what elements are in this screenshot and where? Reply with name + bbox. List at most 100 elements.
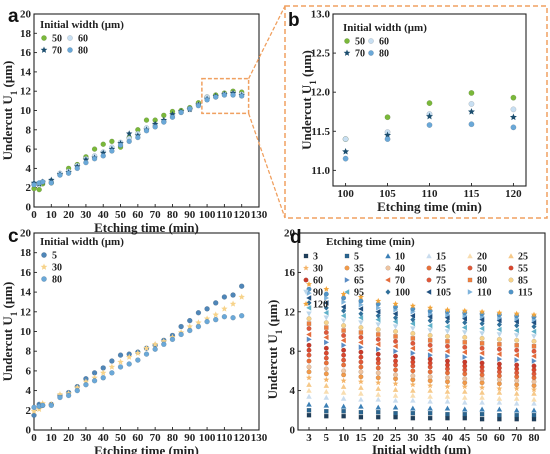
y-axis-label-subscript: 1: [274, 329, 284, 334]
data-point: [531, 396, 537, 402]
data-point: [342, 136, 349, 142]
data-point: [358, 403, 364, 409]
y-axis-label-unit: (μm): [0, 282, 15, 312]
data-point: [340, 389, 347, 395]
data-point: [410, 312, 416, 319]
data-point: [410, 410, 416, 416]
legend-marker: [67, 35, 73, 41]
x-tick-label: 70: [150, 432, 162, 444]
data-point: [341, 299, 347, 305]
data-point: [306, 336, 312, 343]
data-point: [531, 407, 537, 413]
data-point: [340, 383, 347, 389]
data-point: [375, 351, 381, 357]
data-point: [444, 343, 450, 349]
legend-marker: [344, 277, 350, 283]
y-tick-label: 2: [26, 182, 32, 194]
data-point: [461, 383, 468, 390]
legend-marker: [303, 289, 309, 295]
data-point: [39, 402, 46, 409]
legend-label: 55: [518, 264, 528, 275]
data-point: [427, 352, 433, 358]
legend-label: 65: [354, 276, 364, 287]
data-point: [531, 344, 537, 349]
data-point: [151, 340, 159, 348]
y-axis-label-text: Undercut U: [299, 84, 314, 150]
data-point: [444, 323, 450, 330]
series-70: [342, 108, 517, 155]
legend-marker: [508, 265, 514, 271]
data-point: [30, 407, 38, 415]
series-80: [342, 121, 517, 162]
y-tick-label: 20: [20, 228, 32, 240]
series-105: [306, 295, 537, 326]
data-point: [444, 333, 450, 339]
panel-c: 0 10 20 30 40 50 60 70 80 90 100 110 120 130024681012…: [0, 228, 268, 454]
data-point: [513, 333, 520, 339]
data-point: [126, 138, 132, 145]
data-point: [221, 294, 228, 300]
legend-marker: [344, 38, 350, 44]
data-point: [467, 108, 475, 115]
data-point: [48, 180, 55, 186]
x-tick-label: 60: [132, 432, 144, 444]
data-point: [514, 412, 519, 418]
legend-title: Initial width (μm): [40, 19, 124, 31]
data-point: [178, 331, 184, 338]
series-5: [306, 408, 537, 418]
data-point: [392, 380, 399, 387]
data-point: [510, 106, 517, 113]
data-point: [306, 316, 312, 322]
data-point: [306, 281, 312, 287]
data-point: [410, 320, 416, 327]
data-point: [323, 388, 330, 394]
legend-label: 5: [52, 251, 57, 262]
legend-label: 115: [518, 288, 532, 299]
x-tick-label: 90: [184, 209, 196, 221]
y-axis-label-a: Undercut U1 (μm): [0, 61, 19, 161]
data-point: [135, 357, 141, 363]
y-axis-label-b: Undercut U1 (μm): [299, 50, 318, 150]
x-tick-label: 10: [46, 432, 58, 444]
data-point: [323, 291, 329, 297]
data-point: [375, 356, 381, 362]
data-point: [410, 355, 416, 361]
data-point: [427, 393, 433, 399]
data-point: [152, 346, 158, 352]
data-point: [497, 342, 502, 347]
data-point: [358, 414, 364, 420]
data-point: [213, 300, 219, 306]
legend-title: Initial width (μm): [40, 236, 124, 248]
data-point: [444, 306, 451, 313]
axes-frame-c: [33, 232, 260, 431]
data-point: [479, 411, 485, 417]
legend-marker: [40, 263, 48, 270]
series-60: [342, 101, 517, 142]
series-45: [306, 358, 537, 381]
data-point: [306, 290, 312, 296]
legend-label: 100: [395, 288, 410, 299]
data-point: [409, 381, 416, 388]
data-point: [514, 357, 520, 363]
data-point: [462, 319, 468, 326]
data-point: [462, 359, 468, 365]
data-point: [306, 387, 312, 393]
x-tick-label: 50: [115, 209, 127, 221]
y-tick-label: 6: [26, 365, 32, 377]
data-point: [509, 113, 517, 121]
series-110: [306, 290, 537, 323]
data-point: [100, 153, 106, 159]
legend-marker: [303, 253, 309, 259]
x-tick-label: 0: [31, 432, 37, 444]
y-tick-label: 18: [20, 28, 32, 40]
data-point: [375, 327, 381, 333]
data-point: [462, 349, 467, 355]
zoom-region-box: [201, 77, 250, 115]
series-80: [31, 92, 245, 188]
legend-marker: [467, 253, 473, 259]
y-tick-label: 8: [26, 124, 32, 136]
data-point: [323, 350, 329, 356]
inset-outline: [284, 5, 548, 219]
data-point: [358, 298, 364, 304]
legend-label: 90: [313, 288, 323, 299]
